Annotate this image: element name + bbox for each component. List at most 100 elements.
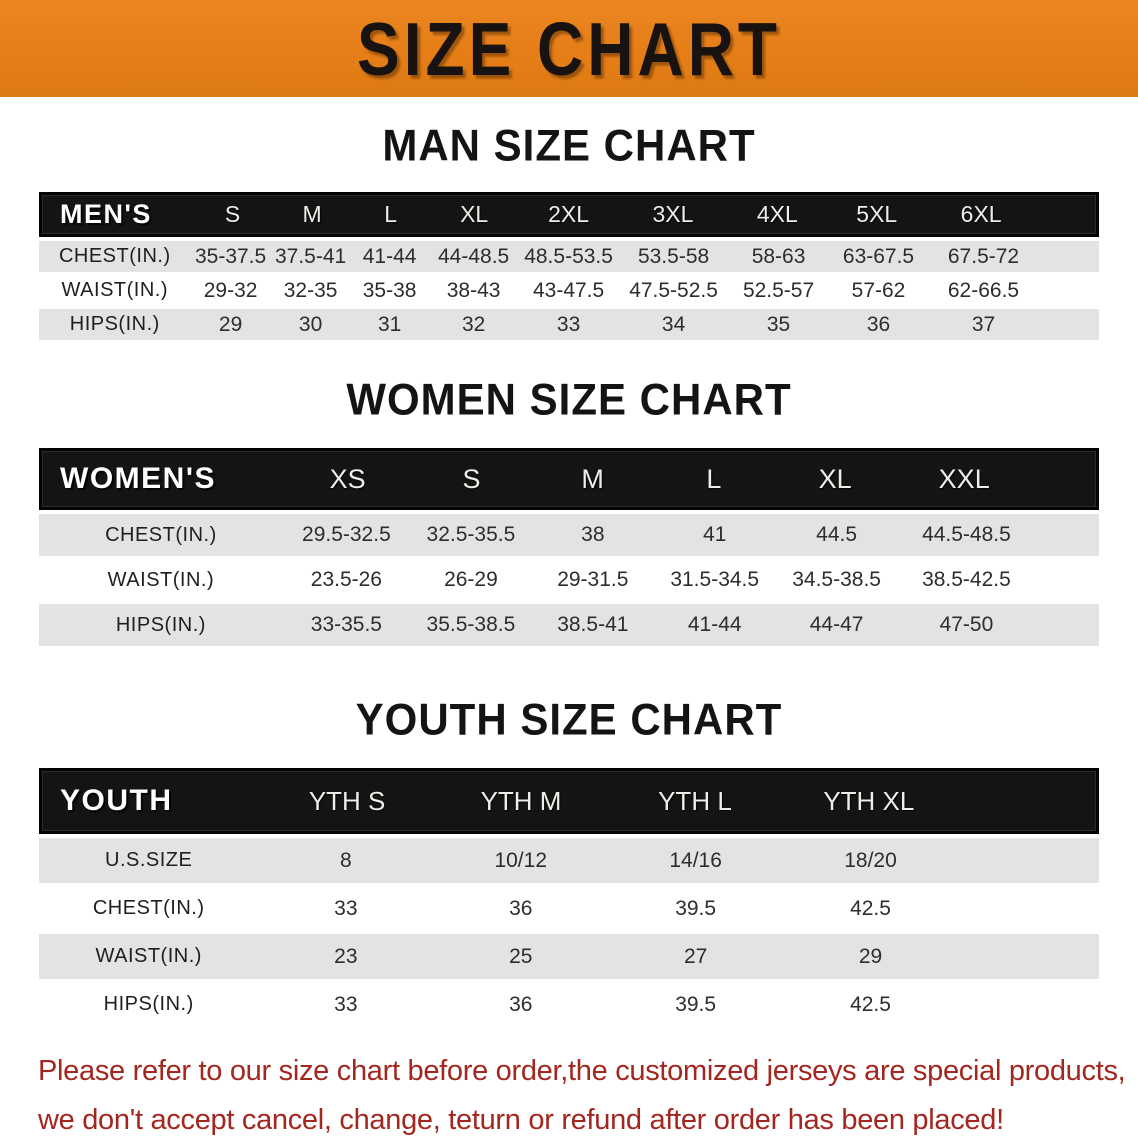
size-value: 42.5 [850, 992, 891, 1016]
size-value: 62-66.5 [947, 278, 1020, 302]
size-value: 8 [340, 848, 352, 872]
table-row: U.S.SIZE 8 10/12 14/16 18/20 [39, 838, 1099, 883]
size-value: 26-29 [444, 568, 498, 591]
banner-title: SIZE CHART [357, 6, 781, 91]
size-value: 37 [971, 312, 996, 336]
size-column-header: M [581, 463, 604, 494]
size-value: 29.5-32.5 [302, 523, 391, 546]
size-value: 48.5-53.5 [524, 244, 613, 268]
size-value: 43-47.5 [532, 278, 605, 302]
size-value: 38 [581, 523, 605, 546]
size-column-header: XL [818, 463, 852, 494]
youth-size-table: YOUTH YTH S YTH M YTH L YTH XL U.S.SIZE 8 10/12… [39, 768, 1099, 1027]
table-row: WAIST(IN.) 23 25 27 29 [39, 934, 1099, 979]
men-size-table: MEN'S S M L XL 2XL 3XL 4XL 5XL 6XL CHEST(IN.) 35-37… [39, 192, 1099, 340]
size-value: 44-47 [809, 613, 864, 636]
size-value: 32 [461, 312, 486, 336]
size-value: 36 [866, 312, 891, 336]
table-row: WAIST(IN.) 29-32 32-35 35-38 38-43 43-47.5 47.… [39, 275, 1099, 306]
men-section-heading: MAN SIZE CHART [382, 120, 756, 171]
size-column-header: S [224, 201, 241, 227]
size-value: 42.5 [850, 896, 891, 920]
women-size-table: WOMEN'S XS S M L XL XXL CHEST(IN.) 29.5-32.5 32.5… [39, 448, 1099, 646]
table-row: CHEST(IN.) 33 36 39.5 42.5 [39, 886, 1099, 931]
measure-label: CHEST(IN.) [58, 245, 171, 267]
size-column-header: XS [329, 463, 366, 494]
size-value: 30 [298, 312, 323, 336]
size-value: 39.5 [675, 992, 717, 1016]
size-value: 29-32 [203, 278, 258, 302]
size-value: 58-63 [751, 244, 806, 268]
size-column-header: M [302, 201, 322, 227]
size-column-header: YTH XL [823, 785, 915, 816]
disclaimer-line-2: we don't accept cancel, change, teturn o… [38, 1104, 1004, 1136]
table-header-row: MEN'S S M L XL 2XL 3XL 4XL 5XL 6XL [39, 192, 1099, 237]
size-value: 38-43 [446, 278, 501, 302]
size-value: 34 [661, 312, 686, 336]
table-row: HIPS(IN.) 33-35.5 35.5-38.5 38.5-41 41-44 44-… [39, 604, 1099, 646]
size-value: 38.5-41 [557, 613, 629, 636]
size-value: 41-44 [362, 244, 417, 268]
size-value: 29 [858, 944, 883, 968]
disclaimer-line-1: Please refer to our size chart before or… [38, 1055, 1126, 1087]
size-column-header: 6XL [960, 201, 1002, 227]
size-value: 37.5-41 [274, 244, 347, 268]
size-value: 33 [556, 312, 581, 336]
size-value: 47-50 [939, 613, 994, 636]
youth-section-heading: YOUTH SIZE CHART [355, 694, 783, 745]
size-value: 35-38 [362, 278, 417, 302]
size-value: 44.5 [816, 523, 858, 546]
women-section-heading: WOMEN SIZE CHART [346, 374, 792, 425]
size-value: 44.5-48.5 [922, 523, 1011, 546]
size-column-header: S [462, 463, 481, 494]
size-value: 57-62 [851, 278, 906, 302]
size-value: 32-35 [283, 278, 338, 302]
size-value: 35-37.5 [194, 244, 267, 268]
table-name-label: YOUTH [60, 784, 173, 817]
size-value: 44-48.5 [438, 244, 510, 268]
size-value: 63-67.5 [842, 244, 915, 268]
size-value: 35 [766, 312, 791, 336]
size-value: 53.5-58 [637, 244, 710, 268]
table-header-row: YOUTH YTH S YTH M YTH L YTH XL [39, 768, 1099, 834]
size-value: 18/20 [844, 848, 897, 872]
size-value: 67.5-72 [947, 244, 1020, 268]
size-column-header: XL [460, 201, 489, 227]
size-column-header: L [706, 463, 722, 494]
size-value: 29-31.5 [557, 568, 629, 591]
size-column-header: XXL [938, 463, 990, 494]
size-value: 36 [509, 896, 533, 920]
size-value: 33 [334, 896, 358, 920]
table-body: U.S.SIZE 8 10/12 14/16 18/20 CHEST(IN.) 33 36 39… [39, 838, 1099, 1027]
size-value: 32.5-35.5 [426, 523, 516, 546]
measure-label: CHEST(IN.) [92, 897, 205, 919]
size-column-header: 5XL [856, 201, 898, 227]
size-value: 10/12 [494, 848, 548, 872]
table-row: HIPS(IN.) 29 30 31 32 33 34 35 36 37 [39, 309, 1099, 340]
table-row: WAIST(IN.) 23.5-26 26-29 29-31.5 31.5-34.5 34… [39, 559, 1099, 601]
size-column-header: YTH S [308, 785, 386, 816]
table-row: CHEST(IN.) 35-37.5 37.5-41 41-44 44-48.5 48.5… [39, 241, 1099, 272]
table-row: CHEST(IN.) 29.5-32.5 32.5-35.5 38 41 44.5 44.5… [39, 514, 1099, 556]
size-value: 38.5-42.5 [922, 568, 1011, 591]
size-value: 33-35.5 [310, 613, 382, 636]
size-value: 31 [377, 312, 402, 336]
size-value: 35.5-38.5 [426, 613, 516, 636]
size-value: 41-44 [687, 613, 742, 636]
size-value: 14/16 [669, 848, 722, 872]
size-value: 25 [509, 944, 533, 968]
size-value: 23 [334, 944, 358, 968]
size-value: 27 [683, 944, 708, 968]
measure-label: WAIST(IN.) [107, 568, 215, 591]
size-value: 31.5-34.5 [670, 568, 760, 591]
table-header-row: WOMEN'S XS S M L XL XXL [39, 448, 1099, 510]
size-chart-banner: SIZE CHART [0, 0, 1138, 97]
measure-label: WAIST(IN.) [95, 945, 202, 967]
measure-label: CHEST(IN.) [105, 523, 217, 546]
size-value: 52.5-57 [742, 278, 815, 302]
size-column-header: 4XL [756, 201, 798, 227]
size-value: 41 [703, 523, 727, 546]
table-body: CHEST(IN.) 29.5-32.5 32.5-35.5 38 41 44.5 44.5… [39, 514, 1099, 646]
measure-label: HIPS(IN.) [115, 613, 206, 636]
table-body: CHEST(IN.) 35-37.5 37.5-41 41-44 44-48.5 48.5… [39, 241, 1099, 340]
